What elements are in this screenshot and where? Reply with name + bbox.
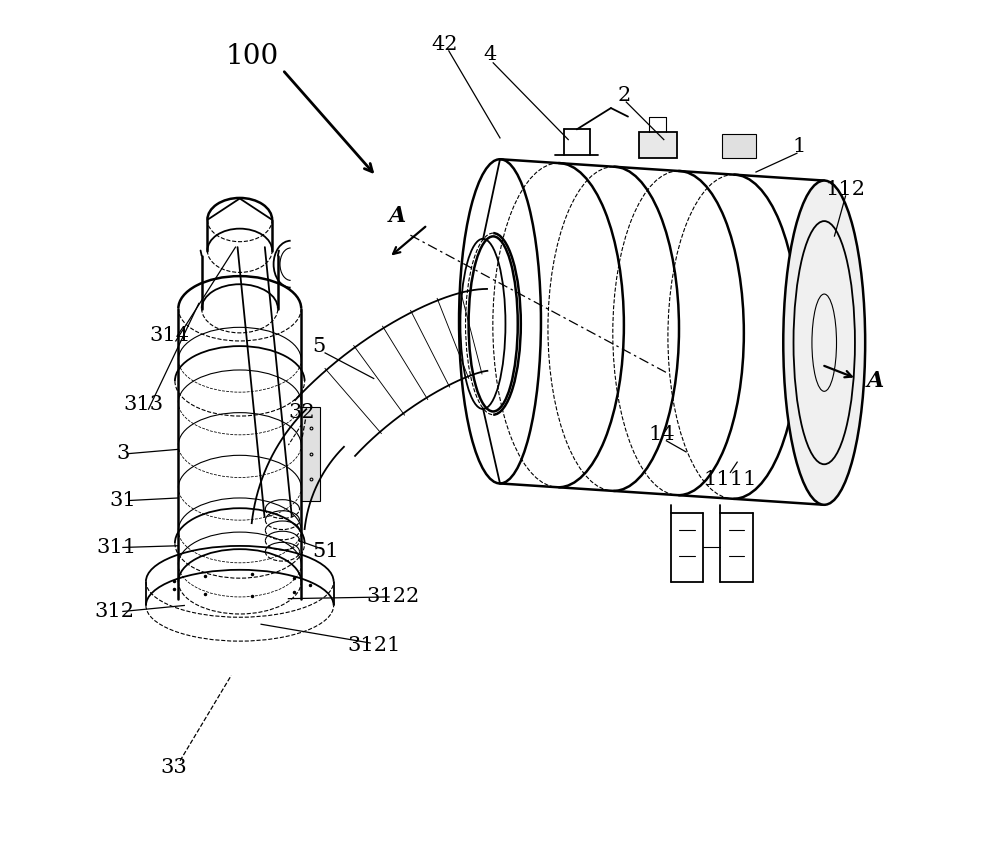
- Text: 1: 1: [792, 137, 805, 156]
- Ellipse shape: [783, 181, 865, 505]
- Text: 51: 51: [312, 542, 338, 562]
- Text: 14: 14: [649, 425, 675, 444]
- FancyBboxPatch shape: [722, 134, 756, 158]
- Text: 42: 42: [431, 34, 458, 54]
- Text: 1111: 1111: [704, 470, 757, 489]
- Text: 100: 100: [226, 44, 279, 70]
- Text: A: A: [867, 370, 884, 392]
- Text: 2: 2: [617, 86, 630, 104]
- Text: 312: 312: [94, 602, 134, 621]
- Text: 314: 314: [149, 326, 189, 345]
- FancyBboxPatch shape: [639, 132, 677, 158]
- Text: 31: 31: [110, 491, 136, 510]
- Text: 3121: 3121: [347, 636, 400, 655]
- Text: 4: 4: [483, 45, 496, 64]
- Text: 112: 112: [826, 180, 866, 199]
- Text: 33: 33: [161, 758, 187, 777]
- Text: 3122: 3122: [367, 587, 420, 606]
- Text: A: A: [389, 205, 406, 228]
- Text: 3: 3: [116, 444, 130, 463]
- Text: 32: 32: [289, 403, 315, 422]
- Bar: [301, 407, 320, 501]
- Text: 311: 311: [96, 538, 136, 557]
- Text: 313: 313: [123, 395, 163, 413]
- Text: 5: 5: [312, 337, 326, 356]
